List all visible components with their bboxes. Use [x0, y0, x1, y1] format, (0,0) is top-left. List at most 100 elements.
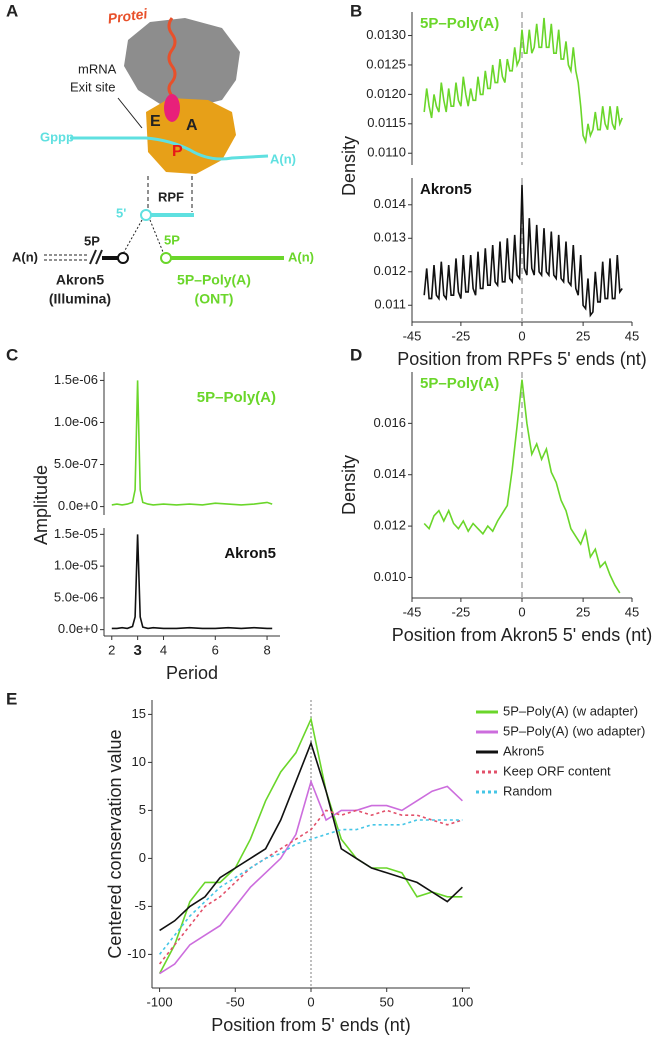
- y-tick-label: -10: [127, 946, 146, 961]
- y-tick-label: 0.0e+0: [58, 621, 98, 636]
- y-axis-label: Density: [339, 136, 359, 196]
- ont-5p-label: 5P: [164, 232, 180, 247]
- y-tick-label: 15: [132, 706, 146, 721]
- y-tick-label: 0.0e+0: [58, 498, 98, 513]
- y-tick-label: 0.0120: [366, 86, 406, 101]
- diagram: Protei mRNA Exit site Gppp A(n) E A P RP…: [12, 5, 314, 307]
- series-line: [159, 779, 463, 975]
- series-line: [423, 184, 623, 318]
- y-tick-label: 0.0125: [366, 56, 406, 71]
- y-tick-label: 0: [139, 850, 146, 865]
- y-axis-label: Amplitude: [31, 465, 51, 545]
- cap-label: Gppp: [40, 129, 74, 144]
- peptide: [167, 17, 177, 97]
- x-tick-label: 3: [133, 642, 141, 659]
- akron-read-gap: [44, 254, 88, 261]
- panel-label: D: [350, 345, 362, 364]
- x-axis-label: Position from 5' ends (nt): [211, 1015, 411, 1035]
- series-line: [111, 380, 273, 506]
- y-axis-label: Centered conservation value: [105, 729, 125, 958]
- x-tick-label: -25: [451, 328, 470, 343]
- legend-label: 5P–Poly(A) (wo adapter): [503, 723, 645, 738]
- rpf-end: [140, 209, 152, 221]
- y-tick-label: 0.012: [373, 518, 406, 533]
- x-axis-label: Position from Akron5 5' ends (nt): [392, 625, 653, 645]
- series-label: Akron5: [224, 545, 276, 562]
- legend-label: Akron5: [503, 743, 544, 758]
- protein-label: Protei: [107, 5, 150, 27]
- legend-label: Keep ORF content: [503, 763, 611, 778]
- y-axis-label: Density: [339, 455, 359, 515]
- x-tick-label: -45: [403, 328, 422, 343]
- akron-polya-label: A(n): [12, 249, 38, 264]
- panel-label: B: [350, 1, 362, 20]
- y-tick-label: 0.011: [374, 297, 406, 312]
- mrna-label: mRNA: [78, 61, 117, 76]
- x-tick-label: 50: [379, 994, 393, 1009]
- x-tick-label: 4: [160, 642, 167, 657]
- series-label: 5P–Poly(A): [420, 375, 499, 392]
- x-tick-label: 2: [108, 642, 115, 657]
- x-axis-label: Period: [166, 663, 218, 683]
- x-tick-label: 8: [263, 642, 270, 657]
- y-tick-label: 0.0110: [367, 145, 406, 160]
- y-tick-label: 0.014: [373, 466, 406, 481]
- y-tick-label: 1.5e-05: [54, 526, 98, 541]
- x-tick-label: 45: [625, 328, 639, 343]
- akron-5p-label: 5P: [84, 233, 100, 248]
- y-tick-label: 1.5e-06: [54, 372, 98, 387]
- x-tick-label: 45: [625, 604, 639, 619]
- series-label: 5P–Poly(A): [420, 15, 499, 32]
- ont-polya-label: A(n): [288, 249, 314, 264]
- series-label: 5P–Poly(A): [197, 389, 276, 406]
- x-tick-label: -50: [226, 994, 245, 1009]
- polya-label: A(n): [270, 151, 296, 166]
- site-label: A: [186, 117, 198, 134]
- y-tick-label: 1.0e-05: [54, 558, 98, 573]
- y-tick-label: 0.0130: [366, 27, 406, 42]
- series-line: [159, 740, 463, 932]
- large-subunit: [124, 18, 240, 108]
- legend-label: 5P–Poly(A) (w adapter): [503, 703, 638, 718]
- x-tick-label: -100: [147, 994, 173, 1009]
- panel-label: C: [6, 345, 18, 364]
- peptidyl-trna: [164, 94, 180, 122]
- series-line: [423, 17, 623, 145]
- series-label: Akron5: [420, 181, 472, 198]
- rpf-label: RPF: [158, 189, 184, 204]
- small-subunit: [146, 98, 236, 174]
- x-tick-label: 0: [518, 604, 525, 619]
- site-label: E: [150, 113, 161, 130]
- ont-name-label: 5P–Poly(A): [177, 272, 251, 288]
- panel-labels: A B C D E: [6, 1, 362, 708]
- y-tick-label: 5: [139, 802, 146, 817]
- y-tick-label: 5.0e-07: [54, 456, 98, 471]
- x-tick-label: -25: [451, 604, 470, 619]
- series-line: [111, 534, 273, 630]
- x-tick-label: 100: [452, 994, 474, 1009]
- mapping: [123, 219, 164, 253]
- x-tick-label: 0: [307, 994, 314, 1009]
- panel-label: E: [6, 689, 17, 708]
- x-tick-label: -45: [403, 604, 422, 619]
- akron-break: [89, 249, 103, 265]
- site-label: P: [172, 143, 183, 160]
- mrna: [70, 136, 269, 161]
- ont-end: [160, 252, 172, 264]
- series-line: [158, 819, 463, 955]
- y-tick-label: -5: [134, 898, 146, 913]
- legend-label: Random: [503, 783, 552, 798]
- akron-label: Akron5: [56, 272, 104, 288]
- illumina-label: (Illumina): [49, 291, 111, 307]
- y-tick-label: 10: [132, 754, 146, 769]
- arrow: [117, 97, 143, 129]
- y-tick-label: 0.016: [373, 415, 406, 430]
- y-tick-label: 5.0e-06: [54, 589, 98, 604]
- y-tick-label: 0.0115: [367, 115, 406, 130]
- x-tick-label: 25: [576, 328, 590, 343]
- y-tick-label: 0.013: [373, 230, 406, 245]
- y-tick-label: 1.0e-06: [54, 414, 98, 429]
- x-tick-label: 0: [518, 328, 525, 343]
- ont-label: (ONT): [195, 291, 234, 307]
- exit-site-label: Exit site: [70, 79, 116, 94]
